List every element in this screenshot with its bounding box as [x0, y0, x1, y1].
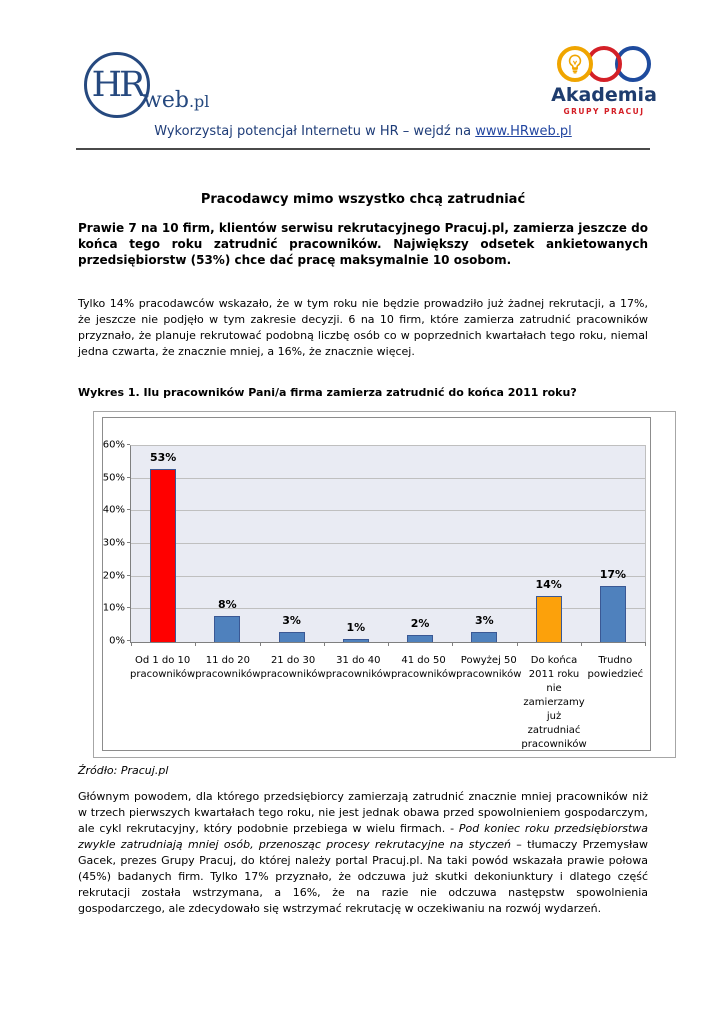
bar-chart: 0% 10% 20% 30% 40% 50% 60% 53% 8% 3% 1% 2% 3% 14% 17%… — [102, 417, 651, 751]
bar-slot: 1% — [324, 446, 388, 642]
gridline — [131, 510, 645, 512]
y-tick-mark — [127, 640, 130, 641]
y-tick-mark — [127, 476, 130, 478]
x-tick-mark — [645, 642, 646, 646]
chart-frame: 0% 10% 20% 30% 40% 50% 60% 53% 8% 3% 1% 2% 3% 14% 17%… — [93, 411, 676, 758]
bar-slot: 2% — [388, 446, 452, 642]
hrweb-logo-web-text: web — [143, 88, 189, 113]
y-tick-mark — [127, 542, 130, 543]
header-divider — [76, 148, 650, 150]
bar — [407, 635, 434, 642]
article: Pracodawcy mimo wszystko chcą zatrudniać… — [0, 192, 725, 917]
chart-y-axis: 0% 10% 20% 30% 40% 50% 60% — [102, 440, 130, 647]
x-tick-mark — [195, 642, 197, 646]
y-tick-label: 50% — [102, 472, 125, 484]
x-tick-mark — [580, 642, 582, 646]
y-tick-mark — [127, 444, 130, 445]
x-tick-mark — [131, 642, 132, 646]
bar — [150, 468, 177, 642]
paragraph-2-text-1: Głównym powodem, dla którego przedsiębio… — [78, 790, 648, 835]
hrweb-logo-pl-text: .pl — [188, 92, 210, 111]
bar-slot: 53% — [131, 446, 195, 642]
tagline-text: Wykorzystaj potencjał Internetu w HR – w… — [154, 124, 476, 139]
bar-value-label: 8% — [218, 597, 237, 611]
y-tick-label: 60% — [102, 439, 125, 451]
bar — [214, 615, 241, 642]
x-tick-mark — [516, 642, 518, 646]
bar-value-label: 53% — [149, 450, 177, 464]
gridline — [131, 608, 645, 610]
chart-caption: Wykres 1. Ilu pracowników Pani/a firma z… — [78, 386, 577, 399]
hrweb-logo-suffix: web.pl — [143, 88, 209, 118]
lead-paragraph: Prawie 7 na 10 firm, klientów serwisu re… — [78, 221, 648, 267]
bar — [342, 638, 369, 642]
y-tick-label: 30% — [102, 537, 125, 549]
bar-slot: 3% — [260, 446, 324, 642]
akademia-logo-title: Akademia — [551, 84, 657, 106]
gridline — [131, 477, 645, 479]
bar — [471, 632, 498, 642]
category-label: Trudno powiedzieć — [587, 655, 644, 680]
hrweb-logo-circle-icon: HR — [84, 52, 150, 118]
y-tick-label: 0% — [109, 635, 125, 647]
bar-value-label: 3% — [282, 614, 301, 628]
gridline — [131, 543, 645, 544]
paragraph-1: Tylko 14% pracodawców wskazało, że w tym… — [78, 297, 648, 358]
bar-slot: 3% — [452, 446, 516, 642]
x-tick-mark — [388, 642, 389, 646]
chart-source: Źródło: Pracuj.pl — [78, 764, 169, 777]
bar — [535, 596, 562, 642]
hrweb-logo: HR web.pl — [84, 52, 209, 118]
article-title: Pracodawcy mimo wszystko chcą zatrudniać — [200, 192, 526, 207]
gridline — [131, 575, 645, 577]
category-label: Powyżej 50 pracowników — [456, 655, 522, 680]
category-label: 31 do 40 pracowników — [325, 655, 391, 680]
chart-plot: 53% 8% 3% 1% 2% 3% 14% 17% — [130, 445, 646, 646]
category-label: 41 do 50 pracowników — [390, 655, 457, 680]
chart-x-axis: Od 1 do 10 pracowników 11 do 20 pracownik… — [130, 648, 644, 752]
x-tick-mark — [323, 642, 325, 646]
tagline: Wykorzystaj potencjał Internetu w HR – w… — [78, 124, 648, 139]
lightbulb-icon — [557, 46, 593, 82]
bar-value-label: 2% — [410, 617, 430, 631]
bar — [599, 586, 626, 642]
page-header: HR web.pl Akademia GRUPY PRACUJ Wykorzys… — [0, 0, 725, 150]
category-label: 21 do 30 pracowników — [260, 655, 326, 680]
y-tick-label: 40% — [102, 504, 125, 516]
paragraph-2-quote: Pod koniec roku przedsiębiorstwa zwykle … — [78, 822, 649, 851]
category-label: Do końca 2011 roku nie zamierzamy już za… — [521, 655, 587, 750]
bar-value-label: 3% — [475, 614, 494, 628]
y-tick-mark — [127, 574, 130, 576]
paragraph-2: Głównym powodem, dla którego przedsiębio… — [78, 789, 648, 917]
x-tick-mark — [259, 642, 261, 646]
x-tick-mark — [452, 642, 454, 646]
bar-slot: 14% — [517, 446, 581, 642]
hrweb-logo-hr-text: HR — [91, 65, 146, 105]
akademia-logo-subtitle: GRUPY PRACUJ — [563, 107, 645, 116]
akademia-logo-circles — [541, 46, 667, 82]
akademia-logo: Akademia GRUPY PRACUJ — [541, 46, 667, 116]
category-label: Od 1 do 10 pracowników — [130, 655, 196, 680]
y-tick-mark — [127, 607, 130, 609]
y-tick-label: 10% — [102, 602, 125, 614]
bar — [278, 632, 305, 642]
y-tick-mark — [127, 509, 130, 511]
bar-value-label: 14% — [535, 578, 562, 592]
bar-value-label: 17% — [599, 568, 627, 582]
hrweb-link[interactable]: www.HRweb.pl — [475, 124, 572, 139]
y-tick-label: 20% — [102, 570, 125, 582]
paragraph-2-text-2: – tłumaczy Przemysław Gacek, prezes Grup… — [78, 838, 648, 915]
bar-value-label: 1% — [346, 620, 366, 634]
bar-slot: 17% — [581, 446, 645, 642]
bar-slot: 8% — [195, 446, 259, 642]
category-label: 11 do 20 pracowników — [195, 655, 261, 680]
